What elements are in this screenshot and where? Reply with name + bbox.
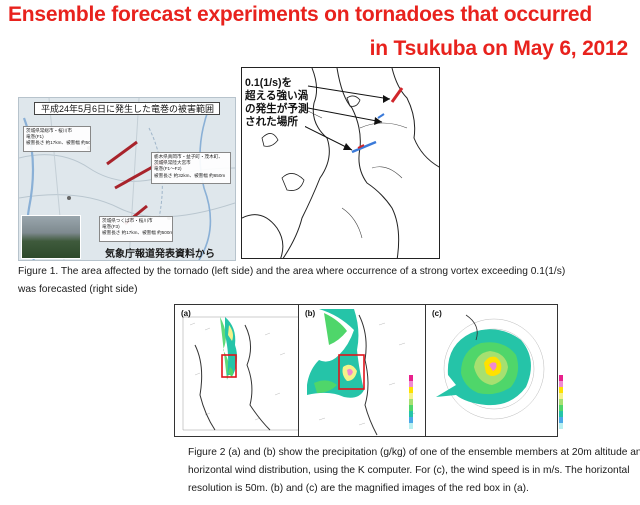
damage-area-map: 平成24年5月6日に発生した竜巻の被害範囲（関東） 茨城県常総市・桜川市 竜巻(… xyxy=(18,97,236,261)
figure-2-caption: Figure 2 (a) and (b) show the precipitat… xyxy=(188,444,640,498)
vortex-label-line: された場所 xyxy=(245,116,298,128)
caption-line: Figure 2 (a) and (b) show the precipitat… xyxy=(188,447,640,458)
damage-callout-joso: 茨城県常総市・桜川市 竜巻(F1) 被害長さ 約17km、被害幅 約500m xyxy=(23,126,91,152)
colorbar-swatch xyxy=(409,375,413,381)
colorbar-swatch xyxy=(559,423,563,429)
caption-line: Figure 1. The area affected by the torna… xyxy=(18,266,566,277)
panel-b-label: (b) xyxy=(305,309,316,318)
panel-a-graphic xyxy=(182,316,301,431)
vortex-label-line: 0.1(1/s)を xyxy=(245,77,293,89)
panel-b-graphic xyxy=(307,309,416,436)
vortex-label-line: の発生が予測 xyxy=(245,103,309,115)
tornado-damage-photo xyxy=(21,215,81,259)
colorbar-swatch xyxy=(559,411,563,417)
forecast-map-graphic xyxy=(242,68,439,258)
colorbar-swatch xyxy=(559,387,563,393)
colorbar-swatch xyxy=(559,393,563,399)
colorbar-swatch xyxy=(559,381,563,387)
damage-callout-tsukuba: 茨城県つくば市・桜川市 竜巻(F3) 被害長さ 約17km、被害幅 約500m xyxy=(99,216,173,242)
colorbar-swatch xyxy=(559,417,563,423)
colorbar-swatch xyxy=(409,405,413,411)
map-source-credit: 気象庁報道発表資料から xyxy=(105,249,215,260)
colorbar-swatch xyxy=(409,393,413,399)
title-line-1: Ensemble forecast experiments on tornado… xyxy=(8,3,592,26)
vortex-forecast-label: 0.1(1/s)を 超える強い渦 の発生が予測 された場所 xyxy=(245,77,309,129)
forecast-vortex-map: 0.1(1/s)を 超える強い渦 の発生が予測 された場所 xyxy=(241,67,440,259)
panel-a-precipitation: (a) xyxy=(174,304,307,437)
caption-line: horizontal wind distribution, using the … xyxy=(188,465,630,476)
damage-map-heading: 平成24年5月6日に発生した竜巻の被害範囲（関東） xyxy=(34,102,220,115)
magnify-box xyxy=(338,354,365,390)
magnify-box xyxy=(221,354,237,378)
panel-c-label: (c) xyxy=(432,309,442,318)
title-line-2: in Tsukuba on May 6, 2012 xyxy=(369,37,629,60)
vortex-label-line: 超える強い渦 xyxy=(245,90,309,102)
panel-a-label: (a) xyxy=(181,309,191,318)
colorbar-swatch xyxy=(409,417,413,423)
figure-1-caption: Figure 1. The area affected by the torna… xyxy=(18,263,630,299)
colorbar-c xyxy=(559,375,563,429)
colorbar-swatch xyxy=(409,387,413,393)
colorbar-swatch xyxy=(559,375,563,381)
wind-vectors xyxy=(189,322,286,421)
colorbar-swatch xyxy=(409,423,413,429)
caption-line: resolution is 50m. (b) and (c) are the m… xyxy=(188,483,529,494)
colorbar-swatch xyxy=(559,399,563,405)
colorbar-swatch xyxy=(409,381,413,387)
panel-b-precipitation: (b) xyxy=(298,304,431,437)
panel-c-graphic xyxy=(436,314,545,420)
colorbar-b xyxy=(409,375,413,429)
caption-line: was forecasted (right side) xyxy=(18,284,138,295)
panel-c-wind-speed: (c) xyxy=(425,304,558,437)
colorbar-swatch xyxy=(409,411,413,417)
colorbar-swatch xyxy=(409,399,413,405)
colorbar-swatch xyxy=(559,405,563,411)
damage-callout-moka: 栃木県真岡市・益子町・茂木町、 茨城県常陸大宮市 竜巻(F1〜F2) 被害長さ … xyxy=(151,152,231,184)
